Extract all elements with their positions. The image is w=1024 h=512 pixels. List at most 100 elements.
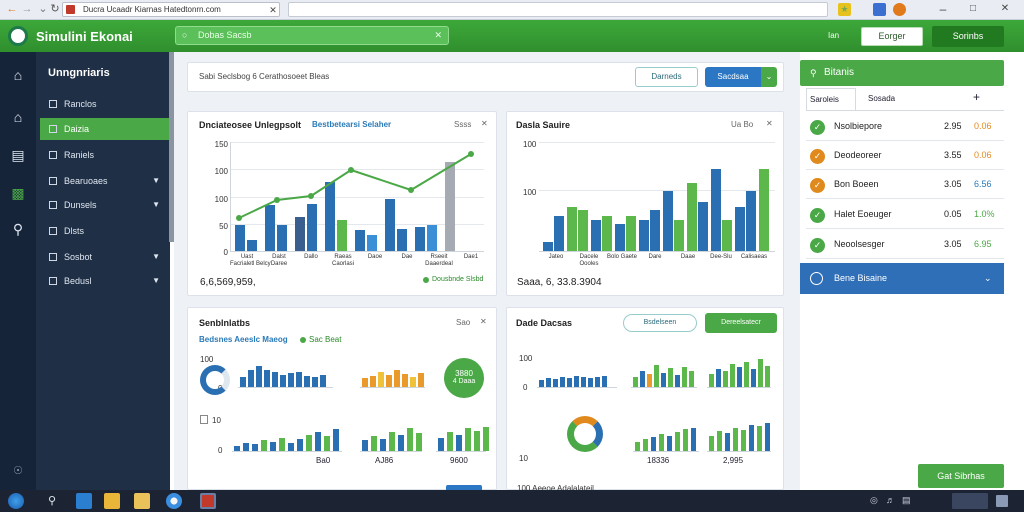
search-icon[interactable]: ⚲ — [47, 495, 57, 507]
chevron-down-icon[interactable]: ⌄ — [38, 3, 48, 15]
x-label: AJ86 — [375, 456, 394, 465]
panel-expander[interactable]: Bene Bisaine ⌄ — [800, 263, 1004, 294]
checkbox-icon — [49, 253, 57, 261]
chart-bar — [647, 373, 652, 387]
close-icon[interactable]: ✕ — [480, 317, 487, 326]
x-label: Daoe — [367, 254, 383, 260]
card-menu[interactable]: Ssss — [454, 120, 472, 129]
sidebar-item[interactable]: Daizia — [40, 118, 170, 140]
list-item[interactable]: ✓ Halet Eoeuger 0.05 1.0% — [806, 201, 1004, 229]
chart-bar — [539, 380, 544, 387]
list-item[interactable]: ✓ Nsolbiepore 2.95 0.06 — [806, 113, 1004, 141]
home-icon[interactable]: ⌂ — [13, 109, 23, 125]
sidebar-item[interactable]: Dunsels ▼ — [40, 194, 170, 216]
search-icon[interactable]: ⚲ — [12, 221, 24, 237]
shield-icon[interactable] — [873, 3, 886, 16]
chart-bar — [378, 371, 384, 387]
sidebar-scrollbar[interactable] — [169, 52, 174, 242]
card-menu[interactable]: Ua Bo — [731, 120, 754, 129]
chrome-icon[interactable] — [166, 493, 182, 509]
chart-bar — [725, 432, 730, 451]
plus-icon[interactable]: + — [973, 90, 981, 104]
back-arrow-icon[interactable]: ← — [6, 3, 18, 15]
folder-icon[interactable] — [134, 493, 150, 509]
card-combo-chart: Dnciateosee Unlegpsolt Bestbetearsi Sela… — [187, 111, 497, 296]
checkbox-icon — [49, 227, 57, 235]
browser-search-input[interactable] — [288, 2, 828, 17]
action-button[interactable] — [446, 485, 482, 491]
sidebar-item[interactable]: Sosbot ▼ — [40, 246, 170, 268]
close-icon[interactable]: ✕ — [481, 119, 488, 128]
card-subtitle: Bedsnes Aeeslc Maeog — [199, 335, 288, 344]
header-button-2[interactable]: Sorinbs — [932, 26, 1004, 47]
chart-bar — [595, 376, 600, 387]
reload-icon[interactable]: ↻ — [50, 3, 60, 15]
header-button-1[interactable]: Eorger — [861, 27, 923, 46]
network-icon[interactable]: ◎ — [870, 495, 878, 505]
notification-icon[interactable] — [996, 495, 1008, 507]
forward-arrow-icon[interactable]: → — [21, 3, 33, 15]
maximize-icon[interactable]: □ — [969, 3, 977, 14]
action-button[interactable]: Dereelsatecr — [705, 313, 777, 333]
spreadsheet-icon[interactable]: ▩ — [11, 185, 25, 201]
sidebar-item[interactable]: Dlsts — [40, 220, 170, 242]
list-item[interactable]: ✓ Bon Boeen 3.05 6.56 — [806, 171, 1004, 199]
list-item[interactable]: ✓ Neoolsesger 3.05 6.95 — [806, 231, 1004, 259]
y-tick: 0 — [223, 248, 228, 257]
chart-bar — [288, 373, 294, 387]
search-input[interactable]: ○ Dobas Sacsb ✕ — [175, 26, 449, 45]
home-icon[interactable]: ⌂ — [13, 67, 23, 83]
sidebar-item[interactable]: Raniels — [40, 144, 170, 166]
x-label: Dacele Oooles — [579, 254, 599, 267]
gridline — [231, 224, 484, 225]
window-close-icon[interactable]: ✕ — [1000, 3, 1010, 14]
app-taskbar-icon[interactable] — [200, 493, 216, 509]
sidebar-item[interactable]: Bearuoaes ▼ — [40, 170, 170, 192]
card-menu[interactable]: Sao — [456, 318, 471, 327]
card-title: Senblnlatbs — [199, 318, 251, 328]
x-label: Dalst Daree — [270, 254, 288, 267]
line-point — [236, 215, 242, 221]
checkbox-icon — [49, 151, 57, 159]
donut-chart — [200, 365, 230, 395]
chart-bar — [307, 204, 317, 251]
sidebar-item[interactable]: Bedusl ▼ — [40, 270, 170, 292]
chart-plot-area — [539, 142, 775, 252]
list-item[interactable]: ✓ Deodeoreer 3.55 0.06 — [806, 142, 1004, 170]
volume-icon[interactable]: ♬ — [886, 495, 895, 505]
chart-bar — [602, 375, 607, 387]
browser-icon[interactable] — [893, 3, 906, 16]
y-tick: 50 — [219, 222, 228, 231]
secondary-button[interactable]: Darneds — [635, 67, 698, 87]
battery-icon[interactable]: ▤ — [902, 495, 911, 505]
x-label: Daae — [680, 254, 696, 260]
primary-button[interactable]: Sacdsaa — [705, 67, 761, 87]
chart-bar — [296, 372, 302, 387]
chevron-down-icon[interactable]: ⌄ — [761, 67, 777, 87]
settings-icon[interactable]: ☉ — [13, 465, 23, 477]
close-icon[interactable]: ✕ — [434, 30, 442, 40]
start-icon[interactable] — [8, 493, 24, 509]
sidebar-item[interactable]: Ranclos — [40, 93, 170, 115]
chart-bar — [295, 217, 305, 251]
chart-bar — [751, 368, 756, 387]
folder-icon[interactable] — [104, 493, 120, 509]
legend-label: Dousbnde Slsbd — [432, 276, 484, 283]
tab-1[interactable]: Saroleis — [806, 88, 856, 110]
edge-icon[interactable] — [76, 493, 92, 509]
document-icon[interactable]: ▤ — [11, 147, 25, 163]
address-bar[interactable]: Ducra Ucaadr Kiarnas Hatedtonrn.com — [62, 2, 280, 17]
chart-bar — [667, 435, 672, 451]
clock-area[interactable] — [952, 493, 988, 509]
divider — [806, 110, 1004, 111]
filter-button[interactable]: Bsdelseen — [623, 314, 697, 332]
search-placeholder: Dobas Sacsb — [198, 30, 252, 40]
chart-bar — [304, 375, 310, 387]
tab-2[interactable]: Sosada — [868, 94, 896, 103]
extension-icon[interactable]: ★ — [838, 3, 851, 16]
minimize-icon[interactable]: – — [939, 2, 947, 16]
close-icon[interactable]: ✕ — [269, 5, 277, 15]
footer-button[interactable]: Gat Sibrhas — [918, 464, 1004, 488]
close-icon[interactable]: ✕ — [766, 119, 773, 128]
toolbar: Sabi Seclsbog 6 Cerathosoeet Bleas Darne… — [187, 62, 784, 92]
